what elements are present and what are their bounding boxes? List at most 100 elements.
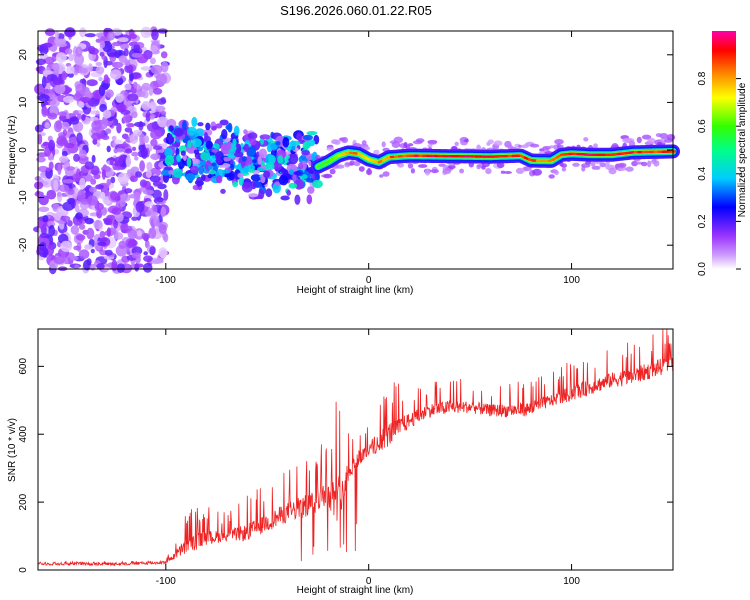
spectrogram-noise-blob	[160, 206, 167, 218]
spectrogram-noise-blob	[133, 81, 138, 89]
spectrogram-noise-blob	[117, 37, 129, 43]
spectrogram-signal-blob	[191, 138, 202, 148]
spectrogram-noise-blob	[114, 139, 123, 145]
spectrogram-noise-blob	[145, 169, 152, 178]
spectrogram-noise-blob	[158, 224, 167, 235]
spectrogram-signal-blob	[173, 127, 184, 137]
snr-x-tick-label: 100	[563, 576, 580, 587]
spectrogram-noise-blob	[118, 155, 124, 165]
spectrogram-halo-blob	[618, 162, 627, 168]
spectrogram-halo-blob	[647, 160, 652, 168]
spectrogram-noise-blob	[133, 191, 141, 203]
spectrogram-noise-blob	[53, 179, 59, 192]
spectrogram-noise-blob	[65, 166, 76, 171]
spectrogram-halo-blob	[459, 168, 464, 174]
spectrogram-noise-blob	[142, 189, 155, 195]
spectrogram-halo-blob	[493, 140, 503, 146]
snr-series-line	[37, 328, 674, 567]
spectrogram-noise-blob	[38, 195, 49, 206]
spectrogram-signal-blob	[259, 134, 271, 140]
spectrogram-signal-blob	[190, 165, 199, 174]
spectrogram-noise-blob	[99, 237, 108, 243]
spectrogram-noise-blob	[38, 94, 50, 102]
spectrogram-noise-blob	[143, 255, 153, 262]
spectrogram-halo-blob	[595, 165, 601, 170]
spectrogram-noise-blob	[48, 139, 56, 152]
spectrogram-signal-blob	[186, 126, 197, 136]
spectrogram-noise-blob	[55, 38, 66, 44]
spectrogram-noise-blob	[41, 106, 48, 117]
spectrogram-halo-blob	[554, 170, 559, 176]
spectrogram-noise-blob	[160, 110, 167, 116]
spectrogram-halo-blob	[583, 137, 589, 142]
spectrogram-noise-blob	[127, 228, 137, 240]
spectrogram-noise-blob	[78, 101, 85, 108]
spectrogram-signal-blob	[205, 140, 213, 149]
spectrogram-signal-blob	[252, 159, 257, 164]
spectrogram-noise-blob	[40, 101, 49, 106]
spectrogram-noise-blob	[132, 146, 137, 151]
spectrogram-noise-blob	[53, 256, 66, 265]
spectrogram-halo-blob	[353, 160, 361, 167]
spectrogram-halo-blob	[476, 144, 481, 152]
spectrogram-noise-blob	[152, 145, 163, 150]
spectrogram-noise-blob	[44, 77, 51, 84]
spectrogram-noise-blob	[91, 132, 102, 140]
spectrogram-noise-blob	[98, 76, 103, 82]
spectrogram-noise-blob	[100, 191, 106, 200]
spectrogram-halo-blob	[393, 136, 404, 144]
spectrogram-noise-blob	[68, 53, 75, 62]
spectrogram-halo-blob	[653, 160, 660, 167]
spectrogram-noise-blob	[81, 113, 86, 121]
spectrogram-noise-blob	[86, 227, 95, 240]
spectrogram-halo-blob	[407, 163, 414, 169]
spectrogram-noise-blob	[117, 172, 129, 185]
spectrogram-signal-blob	[207, 174, 212, 179]
spectrogram-noise-blob	[160, 51, 168, 59]
spectrogram-noise-blob	[101, 135, 110, 141]
spectrogram-noise-blob	[105, 89, 114, 98]
spectrogram-noise-blob	[115, 148, 126, 153]
spectrogram-noise-blob	[119, 200, 126, 208]
spectrogram-x-tick-label: -100	[156, 275, 176, 286]
spectrogram-signal-blob	[205, 122, 211, 131]
spectrogram-noise-blob	[113, 232, 124, 240]
spectrogram-noise-blob	[66, 65, 75, 74]
spectrogram-signal-blob	[288, 153, 299, 165]
spectrogram-halo-blob	[427, 144, 433, 148]
spectrogram-signal-blob	[306, 131, 318, 136]
spectrogram-signal-blob	[198, 166, 205, 175]
spectrogram-noise-blob	[47, 220, 56, 227]
spectrogram-noise-blob	[45, 167, 51, 172]
spectrogram-halo-blob	[560, 163, 568, 168]
spectrogram-noise-blob	[99, 103, 107, 113]
spectrogram-noise-blob	[118, 240, 127, 249]
spectrogram-noise-blob	[143, 251, 148, 256]
spectrogram-signal-blob	[288, 182, 298, 189]
figure-title: S196.2026.060.01.22.R05	[280, 3, 432, 18]
spectrogram-signal-blob	[265, 188, 273, 198]
spectrogram-noise-blob	[136, 230, 142, 237]
spectrogram-noise-blob	[126, 123, 135, 128]
spectrogram-signal-blob	[302, 141, 310, 150]
spectrogram-y-tick-label: 10	[18, 96, 29, 108]
spectrogram-noise-blob	[146, 161, 153, 171]
spectrogram-noise-blob	[83, 174, 94, 182]
spectrogram-halo-blob	[593, 143, 598, 149]
spectrogram-signal-blob	[178, 145, 188, 154]
spectrogram-halo-blob	[341, 136, 349, 144]
spectrogram-signal-blob	[291, 145, 296, 151]
spectrogram-noise-blob	[111, 259, 118, 272]
spectrogram-noise-blob	[151, 28, 159, 41]
spectrogram-noise-blob	[91, 154, 96, 163]
spectrogram-halo-blob	[373, 149, 380, 156]
spectrogram-noise-blob	[140, 26, 152, 38]
spectrogram-noise-blob	[116, 122, 122, 134]
spectrogram-noise-blob	[48, 161, 54, 170]
spectrogram-signal-blob	[263, 170, 271, 179]
spectrogram-noise-blob	[78, 249, 90, 260]
spectrogram-signal-blob	[312, 179, 323, 189]
spectrogram-noise-blob	[149, 101, 157, 111]
spectrogram-signal-blob	[166, 136, 175, 142]
spectrogram-noise-blob	[34, 181, 44, 190]
